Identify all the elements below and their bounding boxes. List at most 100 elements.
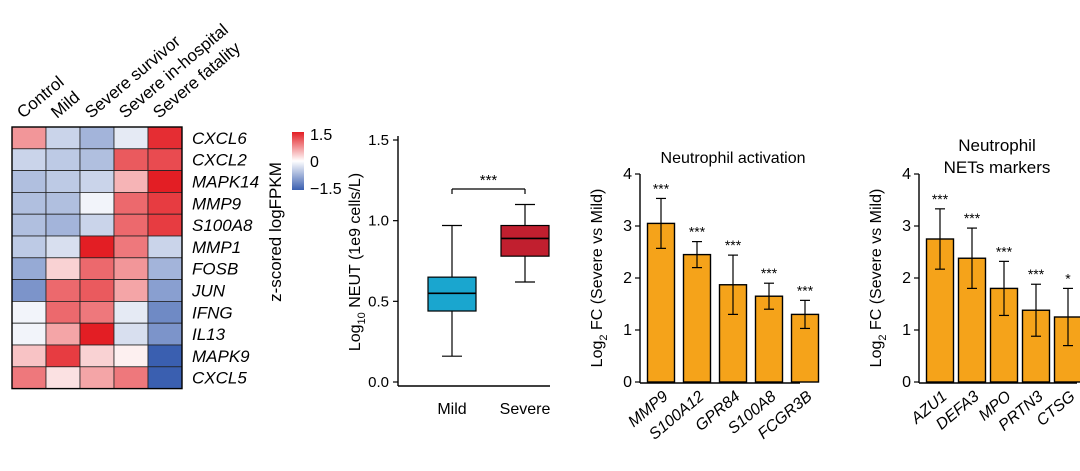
bar [682,253,712,383]
box-iqr [500,224,550,257]
heatmap-cell [147,170,183,193]
heatmap-cell [147,126,183,150]
heatmap-cell [45,322,81,346]
boxplot-category-label: Mild [437,401,466,418]
significance-label: *** [1028,266,1045,282]
significance-label: *** [932,191,949,207]
heatmap-cell [113,257,149,280]
heatmap-row-label: IFNG [192,303,233,322]
heatmap-cell [113,191,149,215]
bar-y-tick-label: 4 [623,166,632,183]
heatmap-cell [79,148,115,172]
heatmap-cell [11,126,47,150]
heatmap-cell [11,170,47,193]
bar-chart-title: Neutrophil [958,136,1036,155]
bar-y-tick-label: 4 [902,166,911,183]
bar-y-axis-label: Log2 FC (Severe vs Mild) [868,189,889,368]
y-label-suffix: NEUT (1e9 cells/L) [347,173,364,312]
heatmap-cell [11,300,47,324]
heatmap-color-legend: 1.5 0 −1.5 z-scored logFPKM [266,127,342,302]
significance-label: *** [480,172,498,189]
heatmap-cell [147,235,183,259]
heatmap-cell [79,126,115,150]
bar [1053,316,1080,383]
legend-title: z-scored logFPKM [266,162,285,302]
heatmap-cell [147,344,183,368]
y-label-suffix: FC (Severe vs Mild) [589,189,606,335]
heatmap-cell [79,213,115,237]
heatmap-row-label: IL13 [192,325,226,344]
heatmap-cell [147,257,183,280]
heatmap-cell [79,170,115,193]
legend-color-bar [292,132,304,190]
heatmap-cell [113,170,149,193]
heatmap-cell [147,366,183,389]
boxplot-y-tick-label: 0.5 [368,293,389,310]
heatmap-cell [11,366,47,389]
significance-label: * [1065,270,1071,286]
heatmap-cell [79,344,115,368]
y-label-prefix: Log [589,341,606,368]
neutrophil-activation-bar-panel: 01234***MMP9***S100A12***GPR84***S100A8*… [589,150,820,443]
heatmap-cell [11,257,47,280]
heatmap-cell [113,279,149,302]
significance-label: *** [725,237,742,253]
bar-y-tick-label: 1 [623,322,632,339]
heatmap-cell [113,235,149,259]
heatmap-cell [147,300,183,324]
heatmap-cell [11,235,47,259]
bar [1021,309,1051,383]
bar-y-tick-label: 0 [623,374,632,391]
y-label-suffix: FC (Severe vs Mild) [868,189,885,335]
bar [646,222,676,383]
significance-label: *** [797,282,814,298]
box-iqr [427,276,477,312]
heatmap-cell [79,257,115,280]
heatmap-row-label: MMP1 [192,238,241,257]
heatmap-border [11,126,183,390]
bar-y-tick-label: 3 [623,218,632,235]
significance-label: *** [689,224,706,240]
heatmap-cell [113,148,149,172]
heatmap-row-label: S100A8 [192,216,253,235]
heatmap-row-label: MAPK9 [192,347,250,366]
bar-y-tick-label: 0 [902,374,911,391]
heatmap-cell [45,213,81,237]
heatmap-cell [147,191,183,215]
heatmap-cell [45,235,81,259]
heatmap-cell [147,148,183,172]
boxplot-y-tick-label: 1.5 [368,132,389,149]
heatmap-cell [79,279,115,302]
bar-y-tick-label: 3 [902,218,911,235]
heatmap-cell [113,322,149,346]
heatmap-cell [45,344,81,368]
heatmap-cell [147,213,183,237]
significance-label: *** [964,210,981,226]
neut-boxplot-panel: 0.0 0.5 1.0 1.5 Mild Severe *** Log10 NEUT (1e9… [347,132,550,418]
heatmap-row-label: CXCL2 [192,151,247,170]
heatmap-cell [45,279,81,302]
bar-y-tick-label: 2 [902,270,911,287]
significance-label: *** [653,180,670,196]
heatmap-cell [11,322,47,346]
heatmap-cell [113,300,149,324]
bar-y-axis-label: Log2 FC (Severe vs Mild) [589,189,610,368]
heatmap-cell [11,279,47,302]
heatmap-row-label: MAPK14 [192,173,259,192]
heatmap-cell [113,126,149,150]
heatmap-cell [45,300,81,324]
y-label-prefix: Log [347,324,364,351]
bar-chart-title: Neutrophil activation [661,150,806,167]
y-label-subscript: 2 [877,334,889,340]
bar-chart-title: NETs markers [944,158,1051,177]
heatmap-cell [147,279,183,302]
heatmap-cell [11,148,47,172]
heatmap-cell [45,170,81,193]
significance-label: *** [761,265,778,281]
heatmap-row-label: JUN [191,282,226,301]
heatmap-row-label: MMP9 [192,194,242,213]
heatmap-cell [79,235,115,259]
legend-tick-label: 0 [310,154,319,171]
heatmap-cell [147,322,183,346]
